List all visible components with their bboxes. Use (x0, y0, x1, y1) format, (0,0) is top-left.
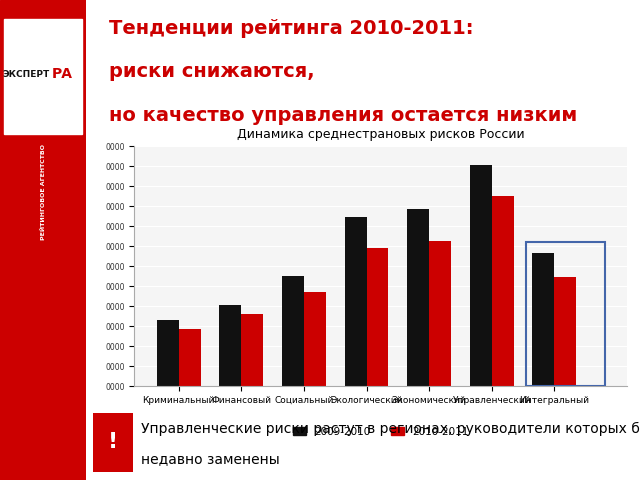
Bar (429, 240, 451, 386)
Text: недавно заменены: недавно заменены (141, 452, 280, 466)
Bar (241, 314, 263, 386)
Bar (367, 248, 388, 386)
Bar (532, 253, 554, 386)
Text: РА: РА (52, 67, 73, 82)
Bar (93, 413, 133, 472)
Text: Управленческие риски растут в регионах, руководители которых были: Управленческие риски растут в регионах, … (141, 421, 640, 435)
Title: Динамика среднестрановых рисков России: Динамика среднестрановых рисков России (237, 128, 525, 141)
Bar (304, 292, 326, 386)
Bar (282, 276, 304, 386)
Legend: 2009-2010, 2010-2011: 2009-2010, 2010-2011 (289, 423, 472, 441)
Bar (345, 216, 367, 386)
Bar (554, 277, 576, 386)
Bar (220, 305, 241, 386)
Bar (526, 242, 605, 386)
Bar (179, 329, 200, 386)
Bar (407, 209, 429, 386)
Text: но качество управления остается низким: но качество управления остается низким (109, 106, 577, 125)
Bar (4, 19, 82, 134)
Text: !: ! (108, 432, 118, 452)
Bar (157, 320, 179, 386)
Bar (492, 196, 514, 386)
Text: Тенденции рейтинга 2010-2011:: Тенденции рейтинга 2010-2011: (109, 19, 473, 38)
Bar (470, 165, 492, 386)
Text: РЕЙТИНГОВОЕ АГЕНТСТВО: РЕЙТИНГОВОЕ АГЕНТСТВО (41, 144, 45, 240)
Text: ЭКСПЕРТ: ЭКСПЕРТ (3, 70, 49, 79)
Text: риски снижаются,: риски снижаются, (109, 62, 314, 82)
